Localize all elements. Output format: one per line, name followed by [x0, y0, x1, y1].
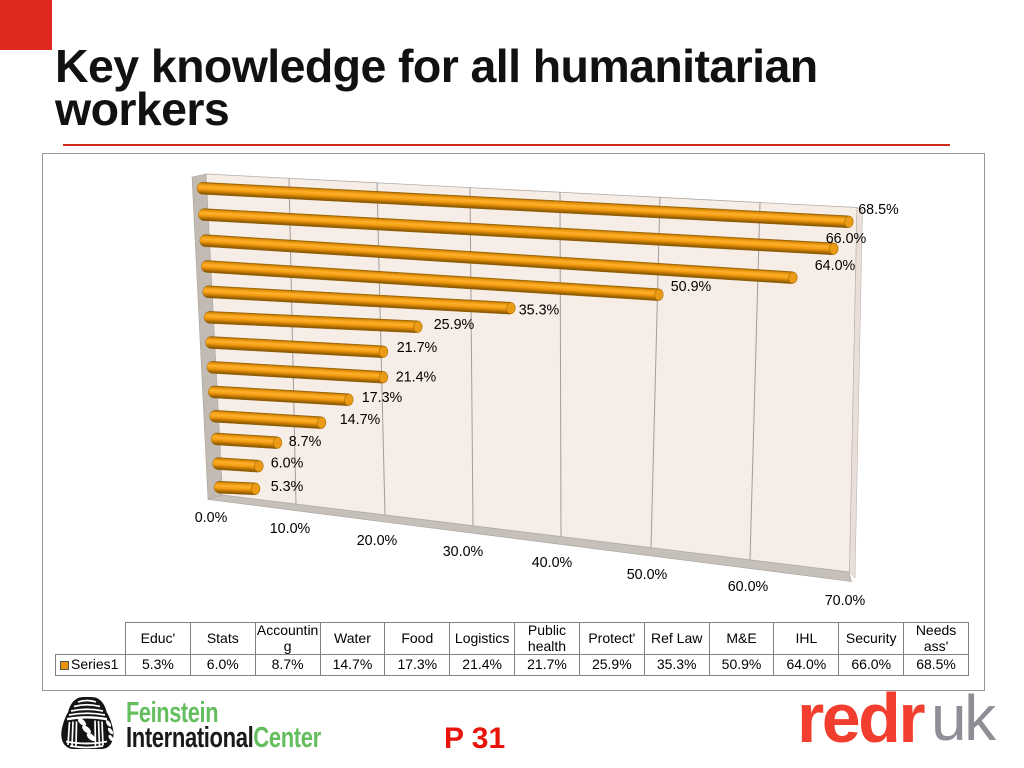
svg-text:0.0%: 0.0% — [195, 510, 228, 526]
svg-text:66.0%: 66.0% — [826, 231, 867, 247]
svg-text:25.9%: 25.9% — [434, 317, 475, 333]
svg-text:40.0%: 40.0% — [532, 555, 573, 571]
svg-text:30.0%: 30.0% — [443, 544, 484, 560]
svg-text:64.0%: 64.0% — [815, 258, 856, 274]
svg-text:68.5%: 68.5% — [858, 202, 899, 218]
svg-text:8.7%: 8.7% — [289, 434, 322, 450]
svg-text:50.9%: 50.9% — [671, 279, 712, 295]
svg-text:21.7%: 21.7% — [397, 340, 438, 356]
svg-text:60.0%: 60.0% — [728, 579, 769, 595]
svg-text:35.3%: 35.3% — [519, 302, 560, 318]
svg-text:70.0%: 70.0% — [825, 593, 866, 609]
svg-text:20.0%: 20.0% — [357, 533, 398, 549]
svg-text:10.0%: 10.0% — [270, 521, 311, 537]
svg-text:5.3%: 5.3% — [271, 479, 304, 495]
svg-text:50.0%: 50.0% — [627, 567, 668, 583]
svg-text:21.4%: 21.4% — [396, 369, 437, 385]
svg-text:6.0%: 6.0% — [271, 455, 304, 471]
svg-text:17.3%: 17.3% — [362, 390, 403, 406]
svg-text:14.7%: 14.7% — [340, 412, 381, 428]
